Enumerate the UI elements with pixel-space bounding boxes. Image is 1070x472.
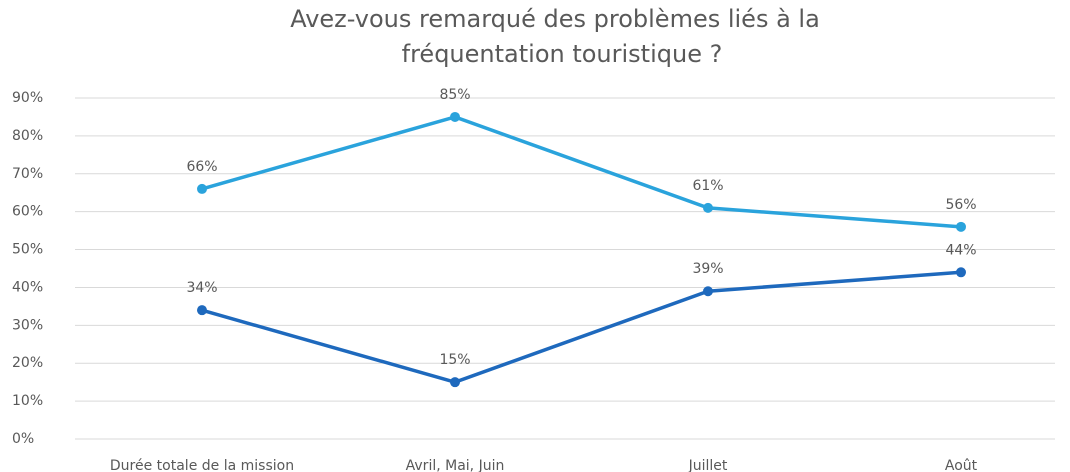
data-point <box>197 183 207 194</box>
data-label: 39% <box>692 261 723 277</box>
data-label: 85% <box>439 87 470 103</box>
data-point <box>450 377 460 388</box>
data-point <box>956 221 966 232</box>
y-tick-label: 30% <box>12 317 43 333</box>
data-label: 44% <box>945 242 976 258</box>
y-tick-label: 80% <box>12 128 43 144</box>
data-point <box>450 111 460 122</box>
data-label: 66% <box>186 159 217 175</box>
y-tick-label: 10% <box>12 393 43 409</box>
chart-title: Avez-vous remarqué des problèmes liés à … <box>290 5 820 33</box>
series-line <box>201 115 962 229</box>
data-label: 15% <box>439 352 470 368</box>
x-tick-label: Avril, Mai, Juin <box>406 458 505 472</box>
y-tick-label: 40% <box>12 279 43 295</box>
series-line <box>201 270 962 385</box>
chart-title: fréquentation touristique ? <box>402 40 723 68</box>
data-point <box>703 202 713 213</box>
x-tick-label: Août <box>945 458 978 472</box>
data-label: 61% <box>692 178 723 194</box>
data-label: 56% <box>945 197 976 213</box>
data-label: 34% <box>186 280 217 296</box>
data-point <box>197 305 207 316</box>
y-tick-label: 20% <box>12 355 43 371</box>
y-tick-label: 0% <box>12 431 34 447</box>
y-tick-label: 70% <box>12 166 43 182</box>
y-tick-label: 90% <box>12 90 43 106</box>
x-tick-label: Durée totale de la mission <box>110 458 294 472</box>
data-point <box>956 267 966 278</box>
y-tick-label: 50% <box>12 242 43 258</box>
y-tick-label: 60% <box>12 204 43 220</box>
x-tick-label: Juillet <box>688 458 728 472</box>
data-point <box>703 286 713 297</box>
